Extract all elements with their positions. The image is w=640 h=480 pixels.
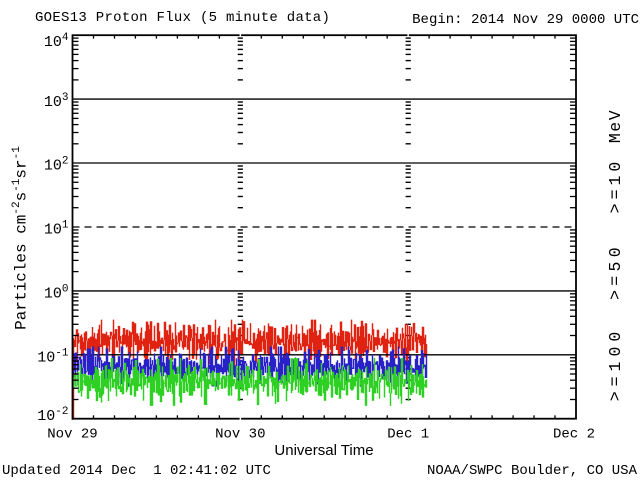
svg-text:Dec 1: Dec 1 [387,427,429,443]
svg-text:>=50: >=50 [606,243,625,300]
svg-text:Updated 2014 Dec 1 02:41:02 U: Updated 2014 Dec 1 02:41:02 UTC [2,463,271,479]
svg-text:>=100: >=100 [606,327,625,402]
svg-text:NOAA/SWPC Boulder, CO USA: NOAA/SWPC Boulder, CO USA [427,463,638,479]
svg-text:>=10: >=10 [606,158,625,214]
svg-text:Universal Time: Universal Time [274,442,373,459]
svg-text:MeV: MeV [606,109,625,143]
svg-text:Particles cm-2s-1sr-1: Particles cm-2s-1sr-1 [11,146,31,330]
svg-text:Dec 2: Dec 2 [553,427,595,443]
svg-text:GOES13 Proton Flux (5 minute d: GOES13 Proton Flux (5 minute data) [35,10,330,26]
svg-text:Nov 30: Nov 30 [215,427,265,443]
svg-text:Begin: 2014 Nov 29 0000 UTC: Begin: 2014 Nov 29 0000 UTC [412,12,639,28]
svg-text:Nov 29: Nov 29 [47,427,97,443]
